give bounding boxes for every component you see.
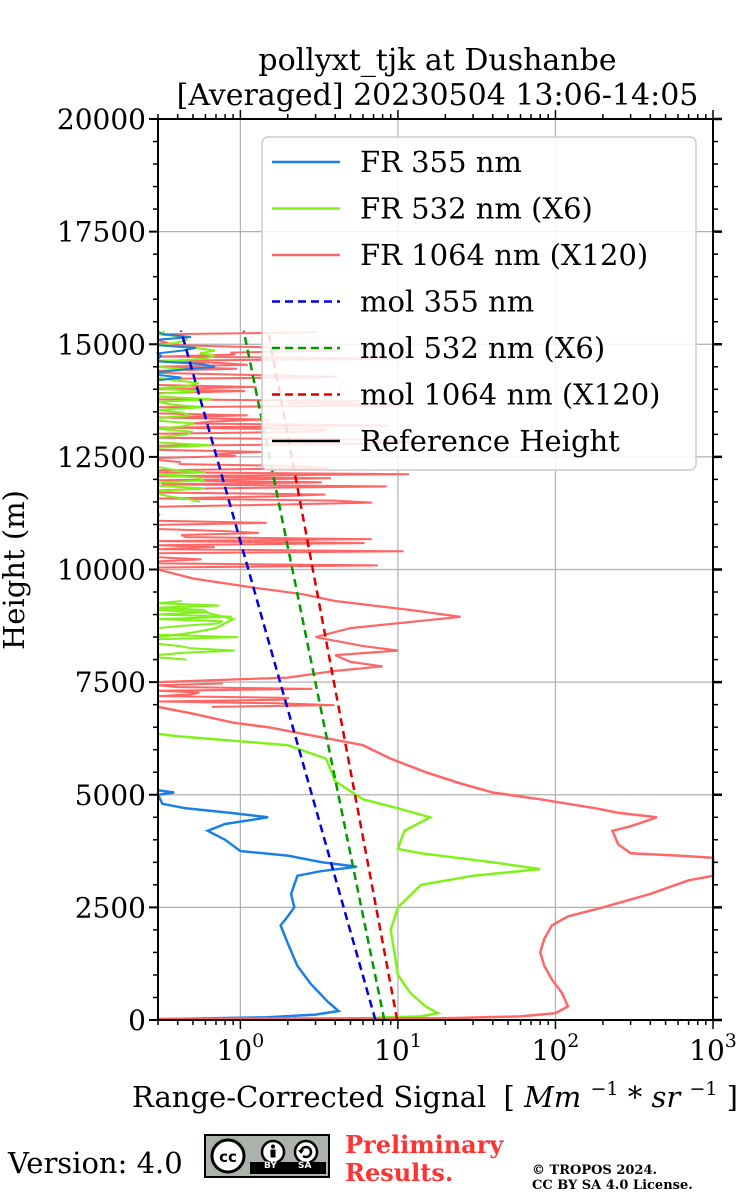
y-tick-label: 0 [128, 1004, 146, 1037]
preliminary-line-1: Preliminary [345, 1130, 504, 1159]
x-axis-label-sup1: −1 [591, 1078, 619, 1100]
preliminary-line-2: Results. [345, 1158, 454, 1187]
y-tick-label: 12500 [57, 441, 146, 474]
x-tick-label: 103 [689, 1030, 737, 1067]
preliminary-notice: Preliminary Results. [345, 1131, 503, 1187]
x-tick-label: 100 [217, 1030, 265, 1067]
cc-badge-strip: BY SA [250, 1161, 326, 1174]
version-label: Version: 4.0 [8, 1146, 183, 1180]
cc-badge-by: BY [264, 1161, 277, 1171]
chart-title-line-1: pollyxt_tjk at Dushanbe [258, 43, 617, 78]
legend-label-0: FR 355 nm [360, 145, 522, 179]
cc-license-badge: cc BY SA [204, 1134, 330, 1178]
x-axis-label-sup2: −1 [689, 1078, 717, 1100]
x-tick-label: 101 [374, 1030, 422, 1067]
series-line-2 [157, 705, 715, 1021]
series-line-3 [179, 330, 377, 1021]
fr-532-noise-high [157, 330, 216, 503]
x-axis-label-suffix: ] [727, 1080, 738, 1114]
axis-ticks [149, 110, 722, 1029]
legend-label-6: Reference Height [360, 424, 620, 458]
chart-title-line-2: [Averaged] 20230504 13:06-14:05 [176, 78, 699, 113]
y-tick-label: 2500 [75, 891, 146, 924]
copyright-line-1: © TROPOS 2024. [532, 1163, 658, 1178]
fr-1064-mid-trace [157, 568, 461, 684]
y-tick-label: 20000 [57, 103, 146, 136]
x-axis-label: Range-Corrected Signal [ Mm −1 * sr −1 ] [132, 1068, 738, 1114]
legend-label-5: mol 1064 nm (X120) [360, 378, 661, 412]
legend-box [261, 136, 697, 471]
series-line-0 [156, 788, 358, 1021]
fr-1064-noise-low [157, 682, 335, 708]
y-tick-label: 10000 [57, 554, 146, 587]
tick-labels: 0 2500 5000 7500 10000 12500 15000 17500 20000 10… [57, 103, 737, 1067]
x-tick-label: 102 [532, 1030, 580, 1067]
copyright-line-2: CC BY SA 4.0 License. [532, 1178, 693, 1193]
copyright-notice: © TROPOS 2024. CC BY SA 4.0 License. [532, 1163, 693, 1193]
x-axis-label-unit: Mm [523, 1080, 581, 1114]
y-tick-label: 5000 [75, 779, 146, 812]
legend-label-3: mol 355 nm [360, 285, 534, 319]
x-axis-label-text: Range-Corrected Signal [132, 1080, 486, 1114]
x-axis-label-prefix: [ [504, 1080, 515, 1114]
y-tick-label: 17500 [57, 216, 146, 249]
y-axis-label: Height (m) [0, 490, 31, 650]
legend-label-4: mol 532 nm (X6) [360, 331, 605, 365]
legend-label-1: FR 532 nm (X6) [360, 192, 593, 226]
cc-logo-text: cc [219, 1148, 237, 1166]
y-tick-label: 7500 [75, 666, 146, 699]
fr-532-mid-trace [157, 608, 237, 639]
x-axis-label-mid: * sr [628, 1080, 683, 1114]
cc-logo-icon: cc [210, 1138, 246, 1174]
series-line-1 [157, 732, 541, 1021]
legend: FR 355 nm FR 532 nm (X6) FR 1064 nm (X120)… [261, 136, 697, 471]
legend-label-2: FR 1064 nm (X120) [360, 238, 648, 272]
cc-badge-sa: SA [298, 1161, 312, 1171]
y-tick-label: 15000 [57, 328, 146, 361]
